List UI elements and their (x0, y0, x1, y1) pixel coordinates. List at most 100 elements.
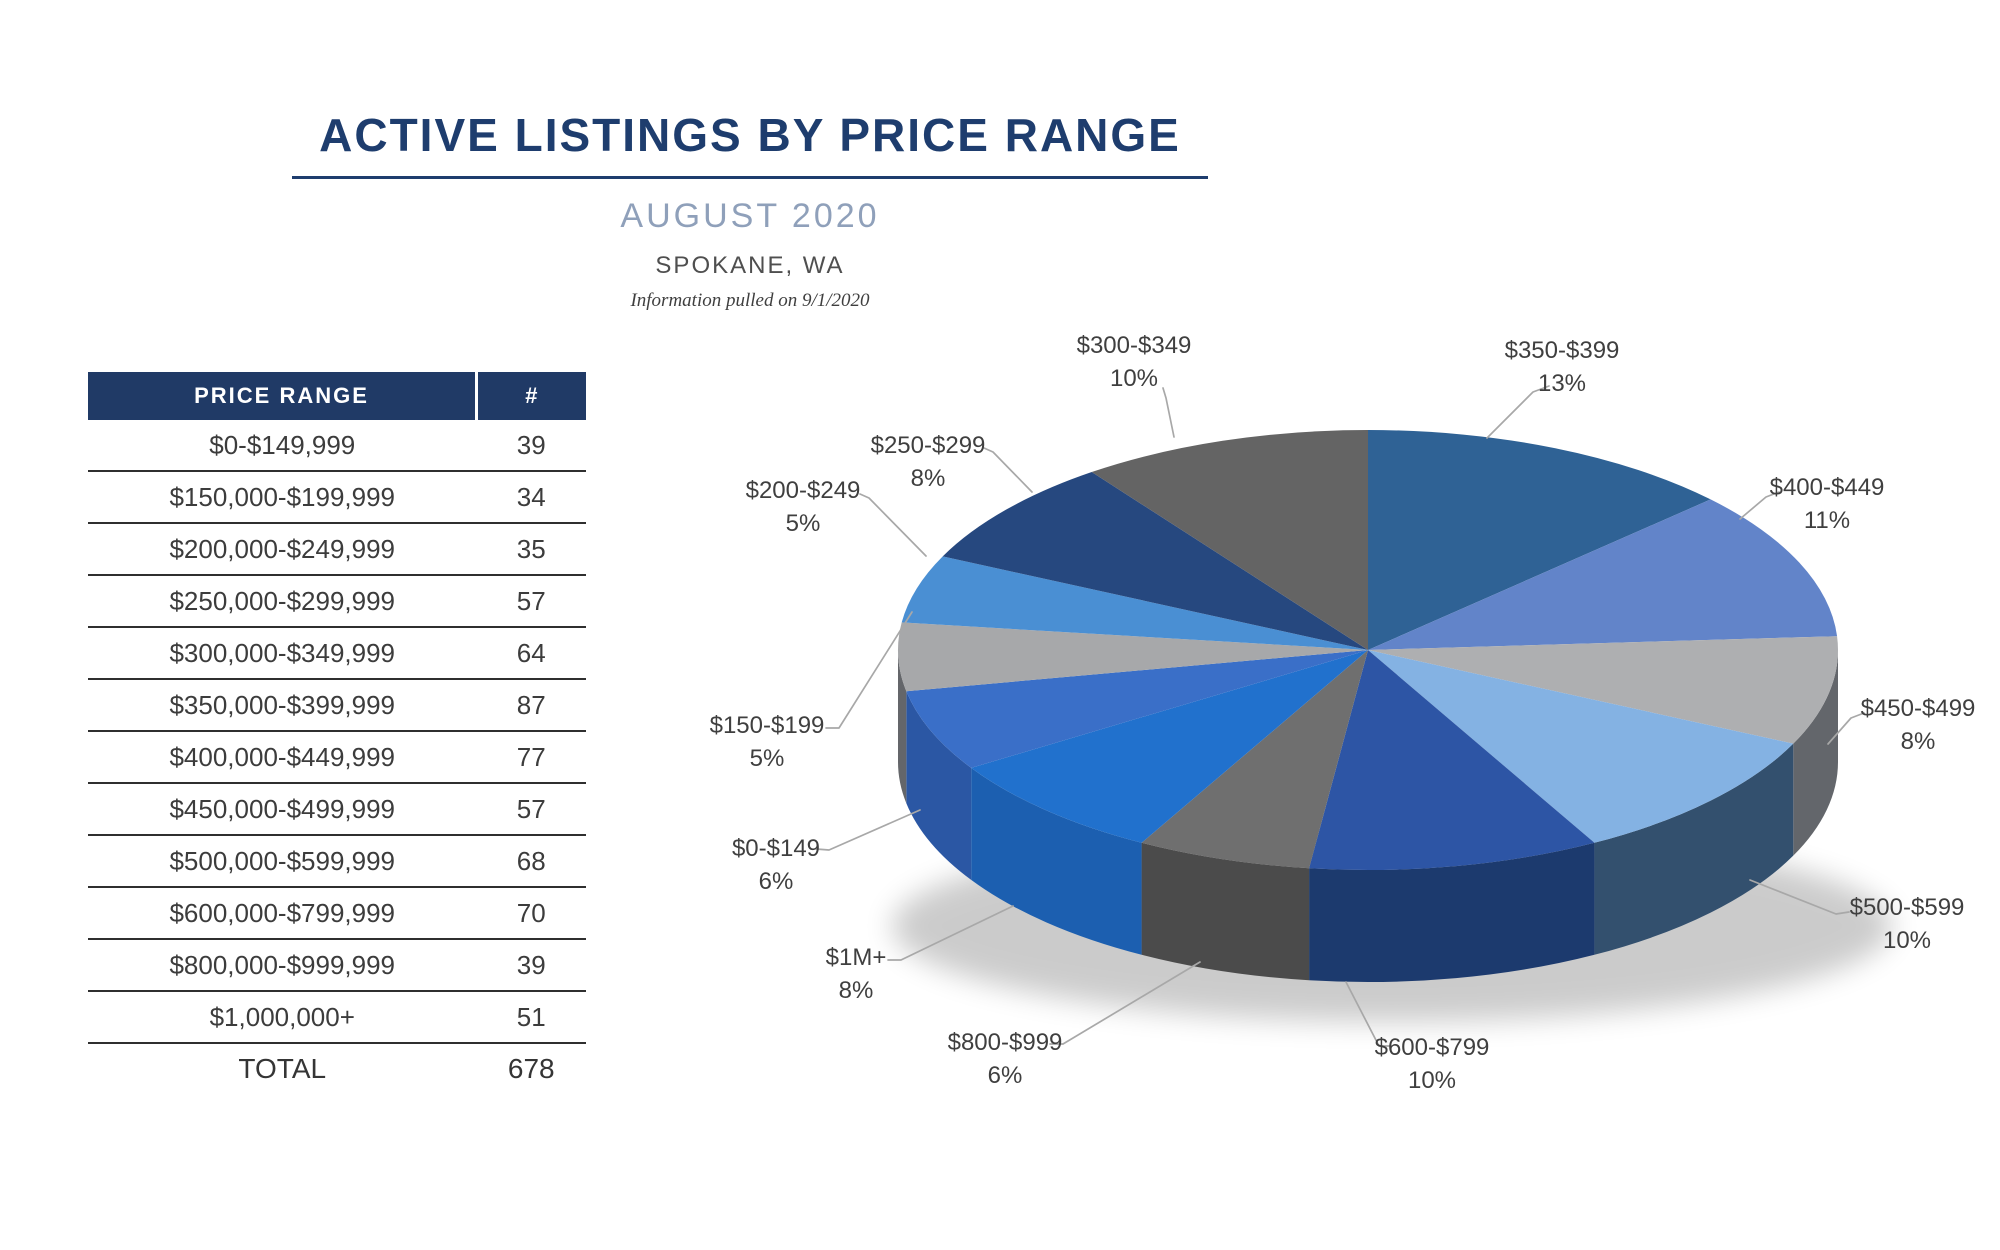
table-row: $250,000-$299,999 57 (88, 575, 586, 628)
subtitle-location: SPOKANE, WA (655, 252, 845, 279)
table-row: $800,000-$999,999 39 (88, 939, 586, 992)
slice-label-range: $600-$799 (1375, 1034, 1490, 1061)
table-row: $150,000-$199,999 34 (88, 471, 586, 524)
leader-line-$1M+ (887, 905, 1014, 961)
price-range-cell: $250,000-$299,999 (88, 575, 477, 628)
slice-label-percent: 11% (1804, 507, 1850, 534)
count-cell: 34 (476, 471, 586, 524)
slice-label-$350-$399: $350-$399 13% (1505, 337, 1620, 397)
slice-label-$400-$449: $400-$449 11% (1770, 474, 1885, 534)
table-row: $0-$149,999 39 (88, 420, 586, 472)
price-range-cell: $300,000-$349,999 (88, 627, 477, 680)
slice-label-range: $0-$149 (732, 835, 820, 862)
slice-label-range: $250-$299 (871, 432, 986, 459)
slice-label-$600-$799: $600-$799 10% (1375, 1034, 1490, 1094)
slice-label-range: $500-$599 (1850, 894, 1965, 921)
pie-rim-$800-$999 (1141, 842, 1310, 981)
slice-label-$300-$349: $300-$349 10% (1077, 332, 1192, 392)
total-value: 678 (507, 1053, 555, 1084)
pie-rim-$600-$799 (1309, 842, 1595, 983)
pie-slice-$1M+ (971, 650, 1368, 843)
table-row: $400,000-$449,999 77 (88, 731, 586, 784)
table-row: $450,000-$499,999 57 (88, 783, 586, 836)
slice-label-percent: 10% (1883, 927, 1931, 954)
table-row: $1,000,000+ 51 (88, 991, 586, 1044)
slice-label-range: $400-$449 (1770, 474, 1885, 501)
slice-label-$0-$149: $0-$149 6% (732, 835, 820, 895)
pie-slice-$300-$349 (1091, 430, 1368, 650)
pie-slice-$150-$199 (898, 622, 1368, 692)
slice-label-range: $800-$999 (948, 1029, 1063, 1056)
pie-slice-$200-$249 (901, 556, 1368, 650)
pie-slice-$0-$149 (906, 650, 1368, 768)
slice-label-$150-$199: $150-$199 5% (710, 712, 825, 772)
price-range-cell: $350,000-$399,999 (88, 679, 477, 732)
price-range-cell: $400,000-$449,999 (88, 731, 477, 784)
leader-line-$800-$999 (1049, 961, 1201, 1045)
pie-slice-$600-$799 (1309, 650, 1595, 871)
price-range-cell: $200,000-$249,999 (88, 523, 477, 576)
leader-line-$600-$799 (1345, 981, 1393, 1047)
pie-rim-$150-$199 (897, 650, 907, 804)
slice-label-percent: 5% (750, 745, 785, 772)
count-cell: 51 (476, 991, 586, 1044)
price-range-cell: $800,000-$999,999 (88, 939, 477, 992)
table-row: $300,000-$349,999 64 (88, 627, 586, 680)
slice-label-$1M+: $1M+ 8% (826, 944, 887, 1004)
count-cell: 70 (476, 887, 586, 940)
subtitle-month: AUGUST 2020 (620, 197, 880, 235)
count-cell: 77 (476, 731, 586, 784)
slice-label-range: $1M+ (826, 944, 887, 971)
column-header-price-range: PRICE RANGE (88, 372, 478, 420)
slice-label-range: $300-$349 (1077, 332, 1192, 359)
pie-rim-$0-$149 (906, 691, 972, 880)
pie-slice-$800-$999 (1141, 650, 1368, 869)
table-header: PRICE RANGE # (88, 372, 586, 420)
slice-label-$450-$499: $450-$499 8% (1861, 695, 1976, 755)
pie-slice-$400-$449 (1368, 499, 1838, 650)
column-header-count: # (476, 372, 586, 420)
title-underline (292, 176, 1208, 179)
pie-slice-$450-$499 (1368, 636, 1838, 744)
pie-rim-$500-$599 (1594, 743, 1794, 955)
pie-slice-$500-$599 (1368, 650, 1794, 843)
slice-label-percent: 6% (759, 868, 794, 895)
pie-slice-$350-$399 (1368, 430, 1711, 650)
leader-line-$450-$499 (1827, 712, 1865, 745)
leader-line-$200-$249 (859, 493, 927, 557)
count-cell: 39 (476, 420, 586, 472)
table-row: $600,000-$799,999 70 (88, 887, 586, 940)
slice-label-percent: 6% (988, 1062, 1023, 1089)
price-range-table: PRICE RANGE # $0-$149,999 39 $150,000-$199… (88, 372, 586, 1094)
leader-line-$150-$199 (825, 611, 913, 729)
price-range-cell: $0-$149,999 (88, 420, 477, 472)
table-row: $350,000-$399,999 87 (88, 679, 586, 732)
slice-label-range: $350-$399 (1505, 337, 1620, 364)
slice-label-percent: 10% (1408, 1067, 1456, 1094)
leader-line-$350-$399 (1486, 385, 1550, 439)
slice-label-range: $450-$499 (1861, 695, 1976, 722)
pie-rim-$450-$499 (1793, 650, 1838, 856)
count-cell: 68 (476, 835, 586, 888)
leader-line-$400-$449 (1739, 491, 1780, 520)
slice-label-range: $200-$249 (746, 477, 861, 504)
table-total-row: TOTAL 678 (88, 1043, 586, 1094)
page-title: ACTIVE LISTINGS BY PRICE RANGE (319, 109, 1181, 161)
slice-label-percent: 8% (1901, 728, 1936, 755)
slice-label-percent: 13% (1538, 370, 1586, 397)
price-range-cell: $500,000-$599,999 (88, 835, 477, 888)
slice-label-percent: 8% (839, 977, 874, 1004)
slice-label-percent: 5% (786, 510, 821, 537)
price-range-cell: $1,000,000+ (88, 991, 477, 1044)
price-range-cell: $600,000-$799,999 (88, 887, 477, 940)
table-row: $500,000-$599,999 68 (88, 835, 586, 888)
slice-label-percent: 8% (911, 465, 946, 492)
slice-label-$500-$599: $500-$599 10% (1850, 894, 1965, 954)
header-block: ACTIVE LISTINGS BY PRICE RANGE AUGUST 20… (250, 108, 1250, 312)
leader-line-$250-$299 (983, 447, 1033, 493)
data-pulled-note: Information pulled on 9/1/2020 (630, 290, 870, 311)
count-cell: 64 (476, 627, 586, 680)
count-cell: 87 (476, 679, 586, 732)
